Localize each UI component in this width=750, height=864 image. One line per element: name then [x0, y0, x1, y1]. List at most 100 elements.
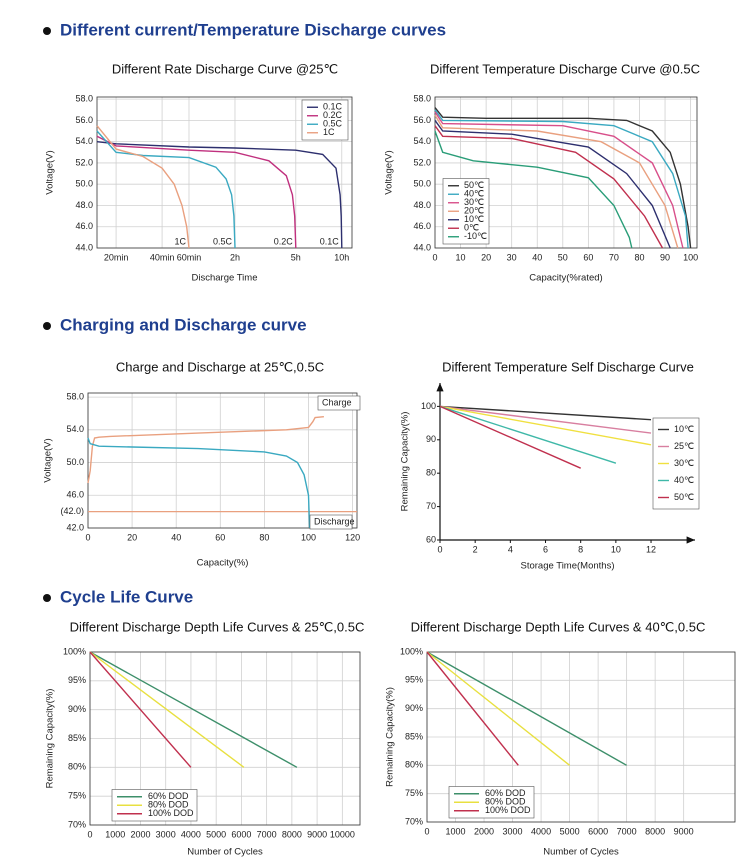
x-tick-label: 0: [85, 532, 90, 542]
x-tick-label: 20min: [104, 252, 129, 262]
curve-label: 1C: [174, 236, 186, 246]
x-tick-label: 5000: [206, 829, 226, 839]
y-tick-label: 56.0: [413, 115, 431, 125]
y-tick-label: 75%: [68, 791, 86, 801]
x-tick-label: 0: [87, 829, 92, 839]
x-tick-label: 20: [481, 252, 491, 262]
x-tick-label: 0: [437, 544, 442, 554]
legend-label: 30℃: [464, 197, 484, 207]
x-tick-label: 2000: [130, 829, 150, 839]
x-tick-label: 60min: [177, 252, 202, 262]
x-tick-label: 6000: [588, 826, 608, 836]
x-tick-label: 7000: [617, 826, 637, 836]
x-tick-label: 4000: [531, 826, 551, 836]
y-axis-label: Remaining Capacity(%): [385, 687, 396, 787]
x-tick-label: 40: [532, 252, 542, 262]
curve-label: 0.5C: [213, 236, 233, 246]
curve-label: 0.2C: [274, 236, 294, 246]
y-tick-label: 80%: [405, 760, 423, 770]
chart-title: Different Discharge Depth Life Curves & …: [411, 619, 706, 634]
x-tick-label: 7000: [257, 829, 277, 839]
y-tick-label: 70: [426, 501, 436, 511]
x-tick-label: 9000: [674, 826, 694, 836]
legend-label: 40℃: [674, 475, 694, 485]
x-tick-label: 3000: [503, 826, 523, 836]
x-tick-label: 90: [660, 252, 670, 262]
x-tick-label: 20: [127, 532, 137, 542]
x-axis-label: Capacity(%rated): [529, 273, 602, 284]
legend-label: 0.1C: [323, 102, 343, 112]
y-tick-label: 85%: [405, 731, 423, 741]
y-tick-label: 75%: [405, 788, 423, 798]
series-line: [434, 130, 633, 249]
x-tick-label: 3000: [156, 829, 176, 839]
x-tick-label: 12: [646, 544, 656, 554]
y-tick-label: 46.0: [66, 490, 84, 500]
series-line: [89, 651, 298, 768]
legend-label: 100% DOD: [148, 808, 194, 818]
x-tick-label: 10: [456, 252, 466, 262]
series-line: [439, 405, 652, 434]
x-tick-label: 2000: [474, 826, 494, 836]
y-tick-label: 95%: [405, 675, 423, 685]
series-line: [426, 651, 627, 766]
legend-label: 1C: [323, 127, 335, 137]
x-tick-label: 4: [508, 544, 513, 554]
chart-title: Different Rate Discharge Curve @25℃: [112, 61, 338, 76]
x-tick-label: 2: [473, 544, 478, 554]
y-axis-label: Voltage(V): [384, 150, 395, 194]
series-line: [439, 405, 652, 421]
series-line: [439, 405, 652, 446]
x-tick-label: 5000: [560, 826, 580, 836]
y-tick-label: 95%: [68, 675, 86, 685]
legend-label: 40℃: [464, 189, 484, 199]
plot-frame: [89, 651, 361, 826]
y-tick-label: 52.0: [75, 157, 93, 167]
series-line: [96, 125, 190, 249]
y-tick-label: 54.0: [413, 136, 431, 146]
x-axis-label: Number of Cycles: [543, 847, 619, 858]
series-line: [434, 107, 692, 249]
chart-title: Different Temperature Self Discharge Cur…: [442, 359, 694, 374]
y-tick-label: 60: [426, 534, 436, 544]
series-line: [434, 125, 664, 249]
series-line: [89, 651, 245, 768]
y-tick-label: 50.0: [413, 179, 431, 189]
section-heading: Charging and Discharge curve: [60, 315, 307, 334]
series-line: [89, 651, 192, 768]
y-tick-label: 56.0: [75, 115, 93, 125]
plot-frame: [87, 392, 358, 529]
y-axis-label: Remaining Capacity(%): [45, 689, 56, 789]
legend-label: 0.2C: [323, 110, 343, 120]
y-tick-label: 80%: [68, 762, 86, 772]
x-tick-label: 100: [683, 252, 698, 262]
x-tick-label: 10: [611, 544, 621, 554]
y-tick-label: 90%: [405, 703, 423, 713]
x-tick-label: 9000: [307, 829, 327, 839]
curve-label: 0.1C: [320, 236, 340, 246]
legend-label: 60% DOD: [485, 788, 526, 798]
plot-frame: [96, 96, 353, 249]
series-line: [87, 437, 311, 529]
x-tick-label: 8000: [645, 826, 665, 836]
plot-frame: [434, 96, 698, 249]
y-tick-label: 58.0: [413, 94, 431, 104]
x-axis-label: Number of Cycles: [187, 847, 263, 858]
legend-label: 0℃: [464, 223, 479, 233]
y-tick-label: 54.0: [75, 136, 93, 146]
curve-label-box: [309, 514, 353, 530]
y-tick-label: 58.0: [75, 94, 93, 104]
y-tick-label: 90: [426, 434, 436, 444]
legend-label: 20℃: [464, 206, 484, 216]
section-heading: Cycle Life Curve: [60, 587, 193, 606]
x-tick-label: 2h: [230, 252, 240, 262]
x-tick-label: 50: [558, 252, 568, 262]
chart-title: Different Temperature Discharge Curve @0…: [430, 61, 700, 76]
y-axis-label: Voltage(V): [43, 438, 54, 482]
series-line: [426, 651, 519, 766]
series-line: [439, 405, 617, 464]
y-tick-label: 100%: [400, 646, 423, 656]
y-tick-label: 48.0: [75, 200, 93, 210]
